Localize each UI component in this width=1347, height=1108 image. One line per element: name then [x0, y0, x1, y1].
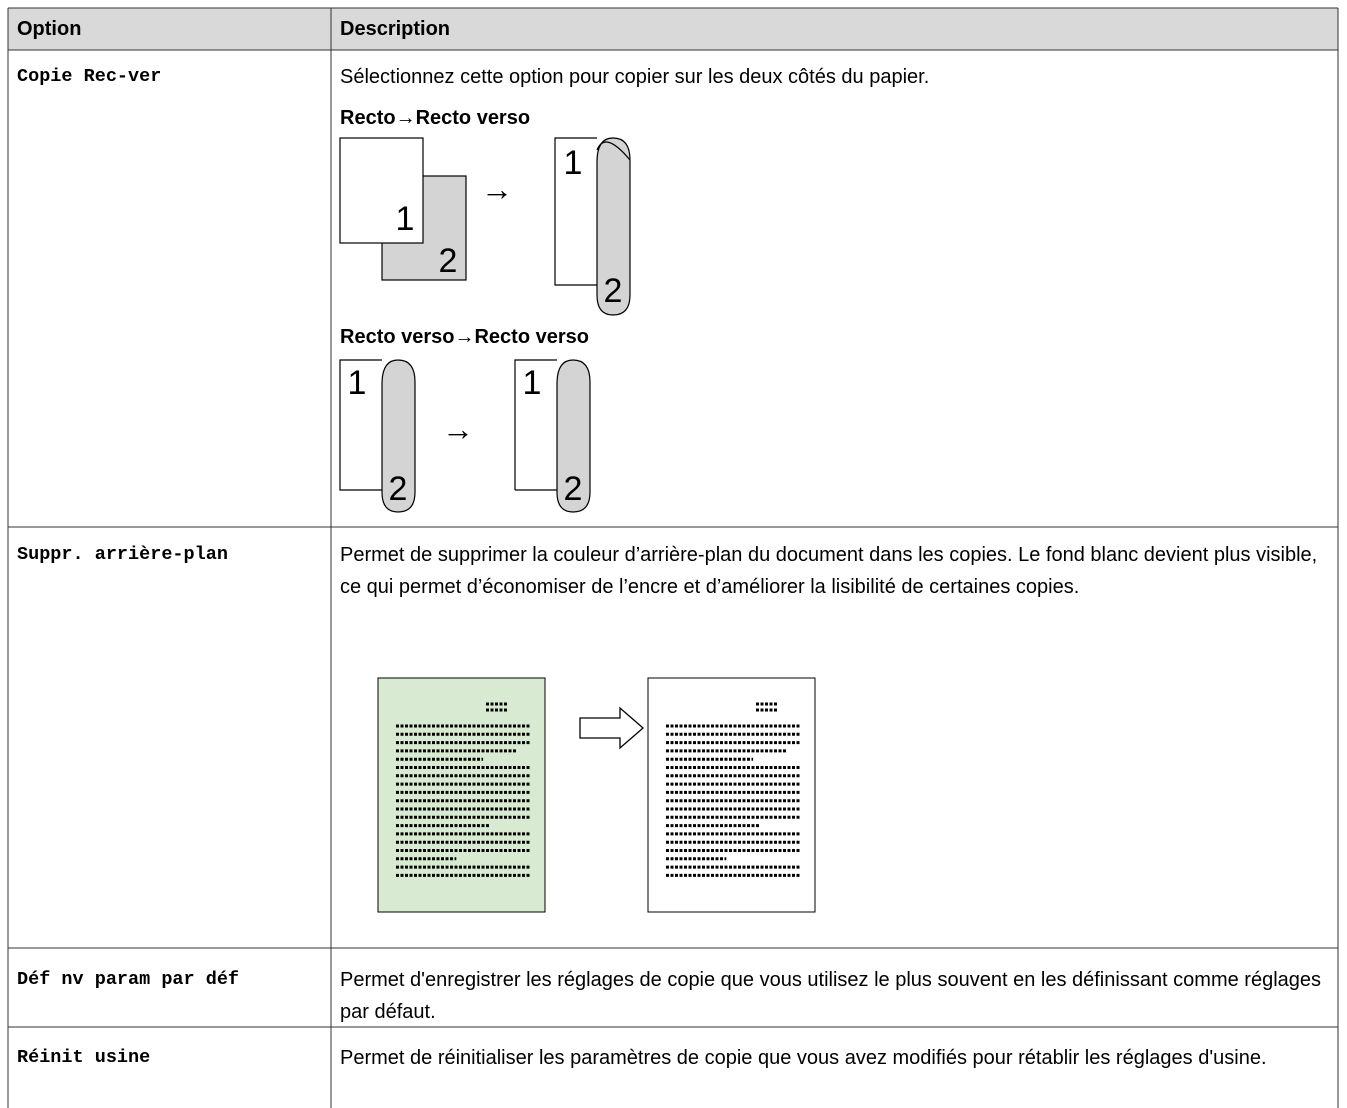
page-number: 2 — [389, 470, 408, 508]
table-lines — [7, 7, 1339, 1108]
page-number: 1 — [564, 144, 583, 182]
text-lines — [396, 702, 800, 877]
option: Suppr. arrière-plan — [17, 544, 228, 565]
option: Copie Rec-ver — [17, 66, 162, 87]
page-number: 2 — [604, 272, 623, 310]
header-description: Description — [340, 18, 451, 40]
header-bg — [8, 8, 1338, 50]
page-number: 2 — [439, 242, 458, 280]
page-number: 1 — [396, 200, 415, 238]
option: Réinit usine — [17, 1047, 151, 1068]
page-number: 2 — [564, 470, 583, 508]
page-number: 1 — [523, 364, 542, 402]
description: Permet de réinitialiser les paramètres d… — [340, 1047, 1267, 1069]
white-page — [647, 677, 816, 913]
arrow: → — [442, 411, 474, 447]
colored-page — [377, 677, 546, 913]
arrow: → — [481, 171, 513, 207]
hollow-arrow — [579, 706, 644, 750]
description: Permet d'enregistrer les réglages de cop… — [340, 969, 1322, 1023]
description: Sélectionnez cette option pour copier su… — [340, 66, 930, 88]
description: Permet de supprimer la couleur d’arrière… — [340, 544, 1318, 598]
figure-title: Recto→Recto verso — [340, 107, 531, 129]
figure-2 — [339, 359, 591, 513]
option: Déf nv param par déf — [17, 969, 240, 990]
figure-title: Recto verso→Recto verso — [340, 326, 589, 348]
page-number: 1 — [348, 364, 367, 402]
header-option: Option — [17, 18, 82, 40]
figure-1 — [339, 137, 631, 316]
